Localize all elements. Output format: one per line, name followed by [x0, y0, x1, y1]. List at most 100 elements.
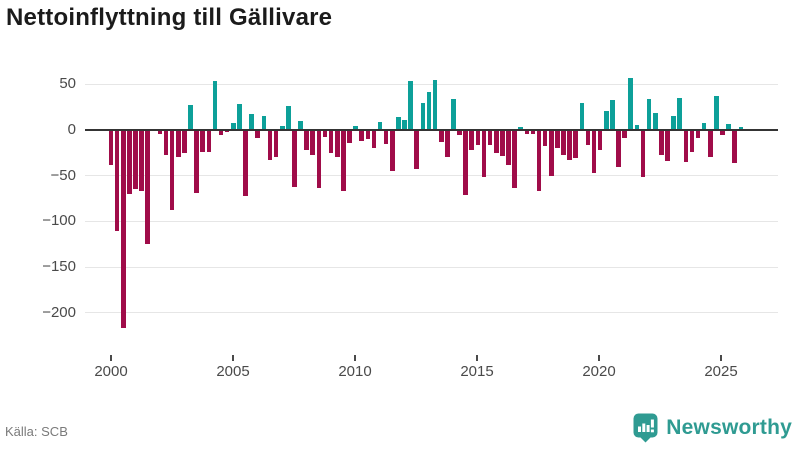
- x-axis-tick-2015: [476, 355, 478, 361]
- newsworthy-logo[interactable]: Newsworthy: [633, 412, 792, 444]
- bar-2001Q2: [139, 130, 144, 192]
- newsworthy-badge-icon: [633, 413, 658, 443]
- bar-2017Q2: [530, 130, 536, 134]
- bar-2025Q2: [726, 123, 731, 130]
- bar-2002Q3: [169, 130, 175, 210]
- x-axis-tick-label-2005: 2005: [216, 363, 250, 380]
- y-axis-tick-label: −50: [50, 166, 76, 184]
- x-axis-tick-2005: [232, 355, 234, 361]
- bar-2017Q3: [536, 130, 542, 192]
- bar-2025Q1: [720, 130, 725, 135]
- gridline-y50: [85, 83, 778, 85]
- bar-2024Q1: [695, 130, 701, 139]
- bar-2018Q3: [561, 130, 566, 155]
- bar-2013Q3: [438, 130, 444, 142]
- bar-2014Q4: [469, 130, 475, 151]
- bar-2001Q3: [145, 130, 150, 245]
- x-axis-tick-2020: [598, 355, 600, 361]
- bar-2024Q4: [714, 96, 719, 130]
- x-axis-tick-label-2000: 2000: [94, 363, 128, 380]
- x-axis-tick-2025: [720, 355, 722, 361]
- bar-2014Q2: [457, 130, 462, 135]
- bar-2022Q4: [665, 130, 670, 162]
- bar-2002Q1: [157, 130, 163, 134]
- bar-2024Q3: [707, 130, 713, 158]
- bar-2022Q3: [659, 130, 664, 155]
- bar-2000Q1: [108, 130, 114, 165]
- bar-2021Q1: [622, 130, 627, 139]
- bar-2018Q1: [548, 130, 554, 176]
- gridline-y-150: [85, 266, 778, 268]
- bar-2011Q4: [396, 117, 401, 130]
- bar-2021Q2: [628, 77, 634, 130]
- bar-2021Q3: [634, 125, 640, 130]
- bar-2014Q3: [463, 130, 468, 195]
- y-axis-tick-label: −100: [42, 212, 76, 230]
- bar-2018Q2: [555, 130, 560, 149]
- bar-2023Q4: [689, 130, 695, 152]
- chart-title: Nettoinflyttning till Gällivare: [6, 4, 333, 31]
- bar-2021Q4: [640, 130, 646, 177]
- x-axis-tick-label-2025: 2025: [704, 363, 738, 380]
- x-axis-zero-line: [85, 129, 778, 131]
- bar-2016Q3: [512, 130, 517, 188]
- bar-2009Q1: [328, 130, 334, 153]
- bar-2015Q3: [487, 130, 493, 145]
- bar-2006Q4: [273, 130, 279, 158]
- bar-2000Q2: [114, 130, 120, 231]
- bar-2006Q3: [267, 130, 273, 161]
- x-axis-tick-label-2010: 2010: [338, 363, 372, 380]
- bar-2010Q2: [359, 130, 364, 141]
- bar-2003Q1: [182, 130, 187, 153]
- bar-2017Q1: [524, 130, 530, 134]
- y-axis-tick-label: 50: [59, 75, 76, 93]
- bar-2007Q2: [286, 106, 291, 130]
- bar-2025Q4: [738, 127, 744, 130]
- bar-2017Q4: [542, 130, 548, 147]
- bar-2010Q1: [353, 126, 358, 130]
- bar-2009Q4: [347, 130, 352, 143]
- bar-2012Q1: [402, 119, 407, 130]
- bar-2003Q2: [188, 105, 193, 130]
- bar-2004Q3: [218, 130, 224, 135]
- bar-2006Q2: [261, 116, 267, 130]
- bar-2023Q1: [671, 116, 676, 130]
- bar-2019Q1: [573, 130, 579, 159]
- gridline-y-100: [85, 220, 778, 222]
- bar-2003Q4: [200, 130, 206, 152]
- bar-2024Q2: [701, 122, 707, 130]
- bar-2002Q4: [175, 130, 181, 157]
- y-axis-tick-label: 0: [67, 121, 76, 138]
- bar-2009Q3: [341, 130, 346, 192]
- bar-2019Q2: [579, 103, 585, 130]
- bar-2003Q3: [194, 130, 199, 194]
- bar-2023Q3: [683, 130, 689, 162]
- y-axis-tick-label: −200: [42, 303, 76, 321]
- bar-2012Q2: [408, 80, 413, 130]
- bar-2007Q1: [279, 126, 285, 130]
- bar-2025Q3: [732, 130, 738, 163]
- bar-2011Q2: [383, 130, 389, 144]
- bar-2015Q4: [493, 130, 499, 153]
- bar-2005Q2: [237, 104, 242, 130]
- bar-2013Q1: [426, 91, 432, 130]
- bar-2004Q1: [206, 130, 212, 152]
- bar-2000Q3: [120, 130, 126, 329]
- bar-2005Q4: [249, 114, 254, 130]
- bar-2013Q2: [432, 79, 438, 130]
- bar-2002Q2: [163, 130, 169, 155]
- gridline-y-200: [85, 312, 778, 314]
- bar-2018Q4: [567, 130, 572, 161]
- bar-2020Q4: [616, 130, 621, 167]
- bar-2005Q3: [243, 130, 248, 196]
- bar-2009Q2: [334, 130, 340, 157]
- bar-2008Q1: [304, 130, 309, 151]
- bar-2011Q3: [389, 130, 395, 172]
- bar-2022Q1: [646, 98, 652, 130]
- x-axis-tick-2000: [110, 355, 112, 361]
- bar-2010Q3: [365, 130, 371, 140]
- bar-2016Q1: [500, 130, 505, 156]
- bar-2020Q3: [610, 99, 615, 130]
